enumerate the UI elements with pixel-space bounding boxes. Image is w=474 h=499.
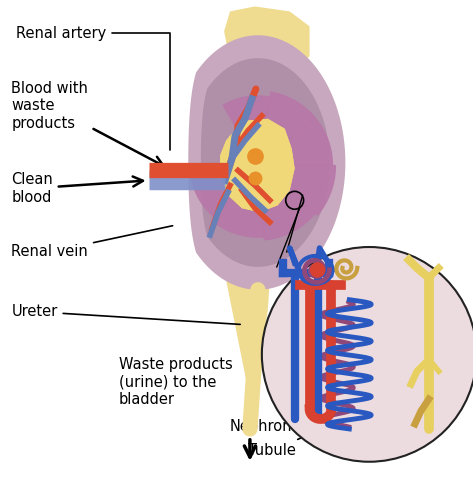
Text: Blood with
waste
products: Blood with waste products [11, 81, 164, 166]
Polygon shape [258, 118, 332, 166]
Polygon shape [191, 166, 258, 217]
Circle shape [262, 247, 474, 462]
Polygon shape [258, 92, 315, 166]
Polygon shape [220, 119, 295, 212]
Polygon shape [212, 166, 264, 237]
Polygon shape [258, 166, 315, 240]
Polygon shape [224, 6, 310, 73]
Text: Renal vein: Renal vein [11, 226, 173, 259]
Polygon shape [220, 119, 295, 212]
Text: Nephron: Nephron [230, 396, 317, 435]
Text: Tubule: Tubule [248, 422, 337, 458]
Text: Waste products
(urine) to the
bladder: Waste products (urine) to the bladder [118, 357, 232, 407]
Circle shape [310, 263, 325, 277]
Polygon shape [226, 262, 270, 389]
Polygon shape [188, 35, 346, 290]
Polygon shape [258, 166, 336, 216]
Text: Clean
blood: Clean blood [11, 172, 143, 205]
Text: Renal artery: Renal artery [16, 26, 170, 150]
Text: Ureter: Ureter [11, 304, 240, 324]
Polygon shape [223, 96, 270, 166]
Polygon shape [201, 58, 329, 267]
